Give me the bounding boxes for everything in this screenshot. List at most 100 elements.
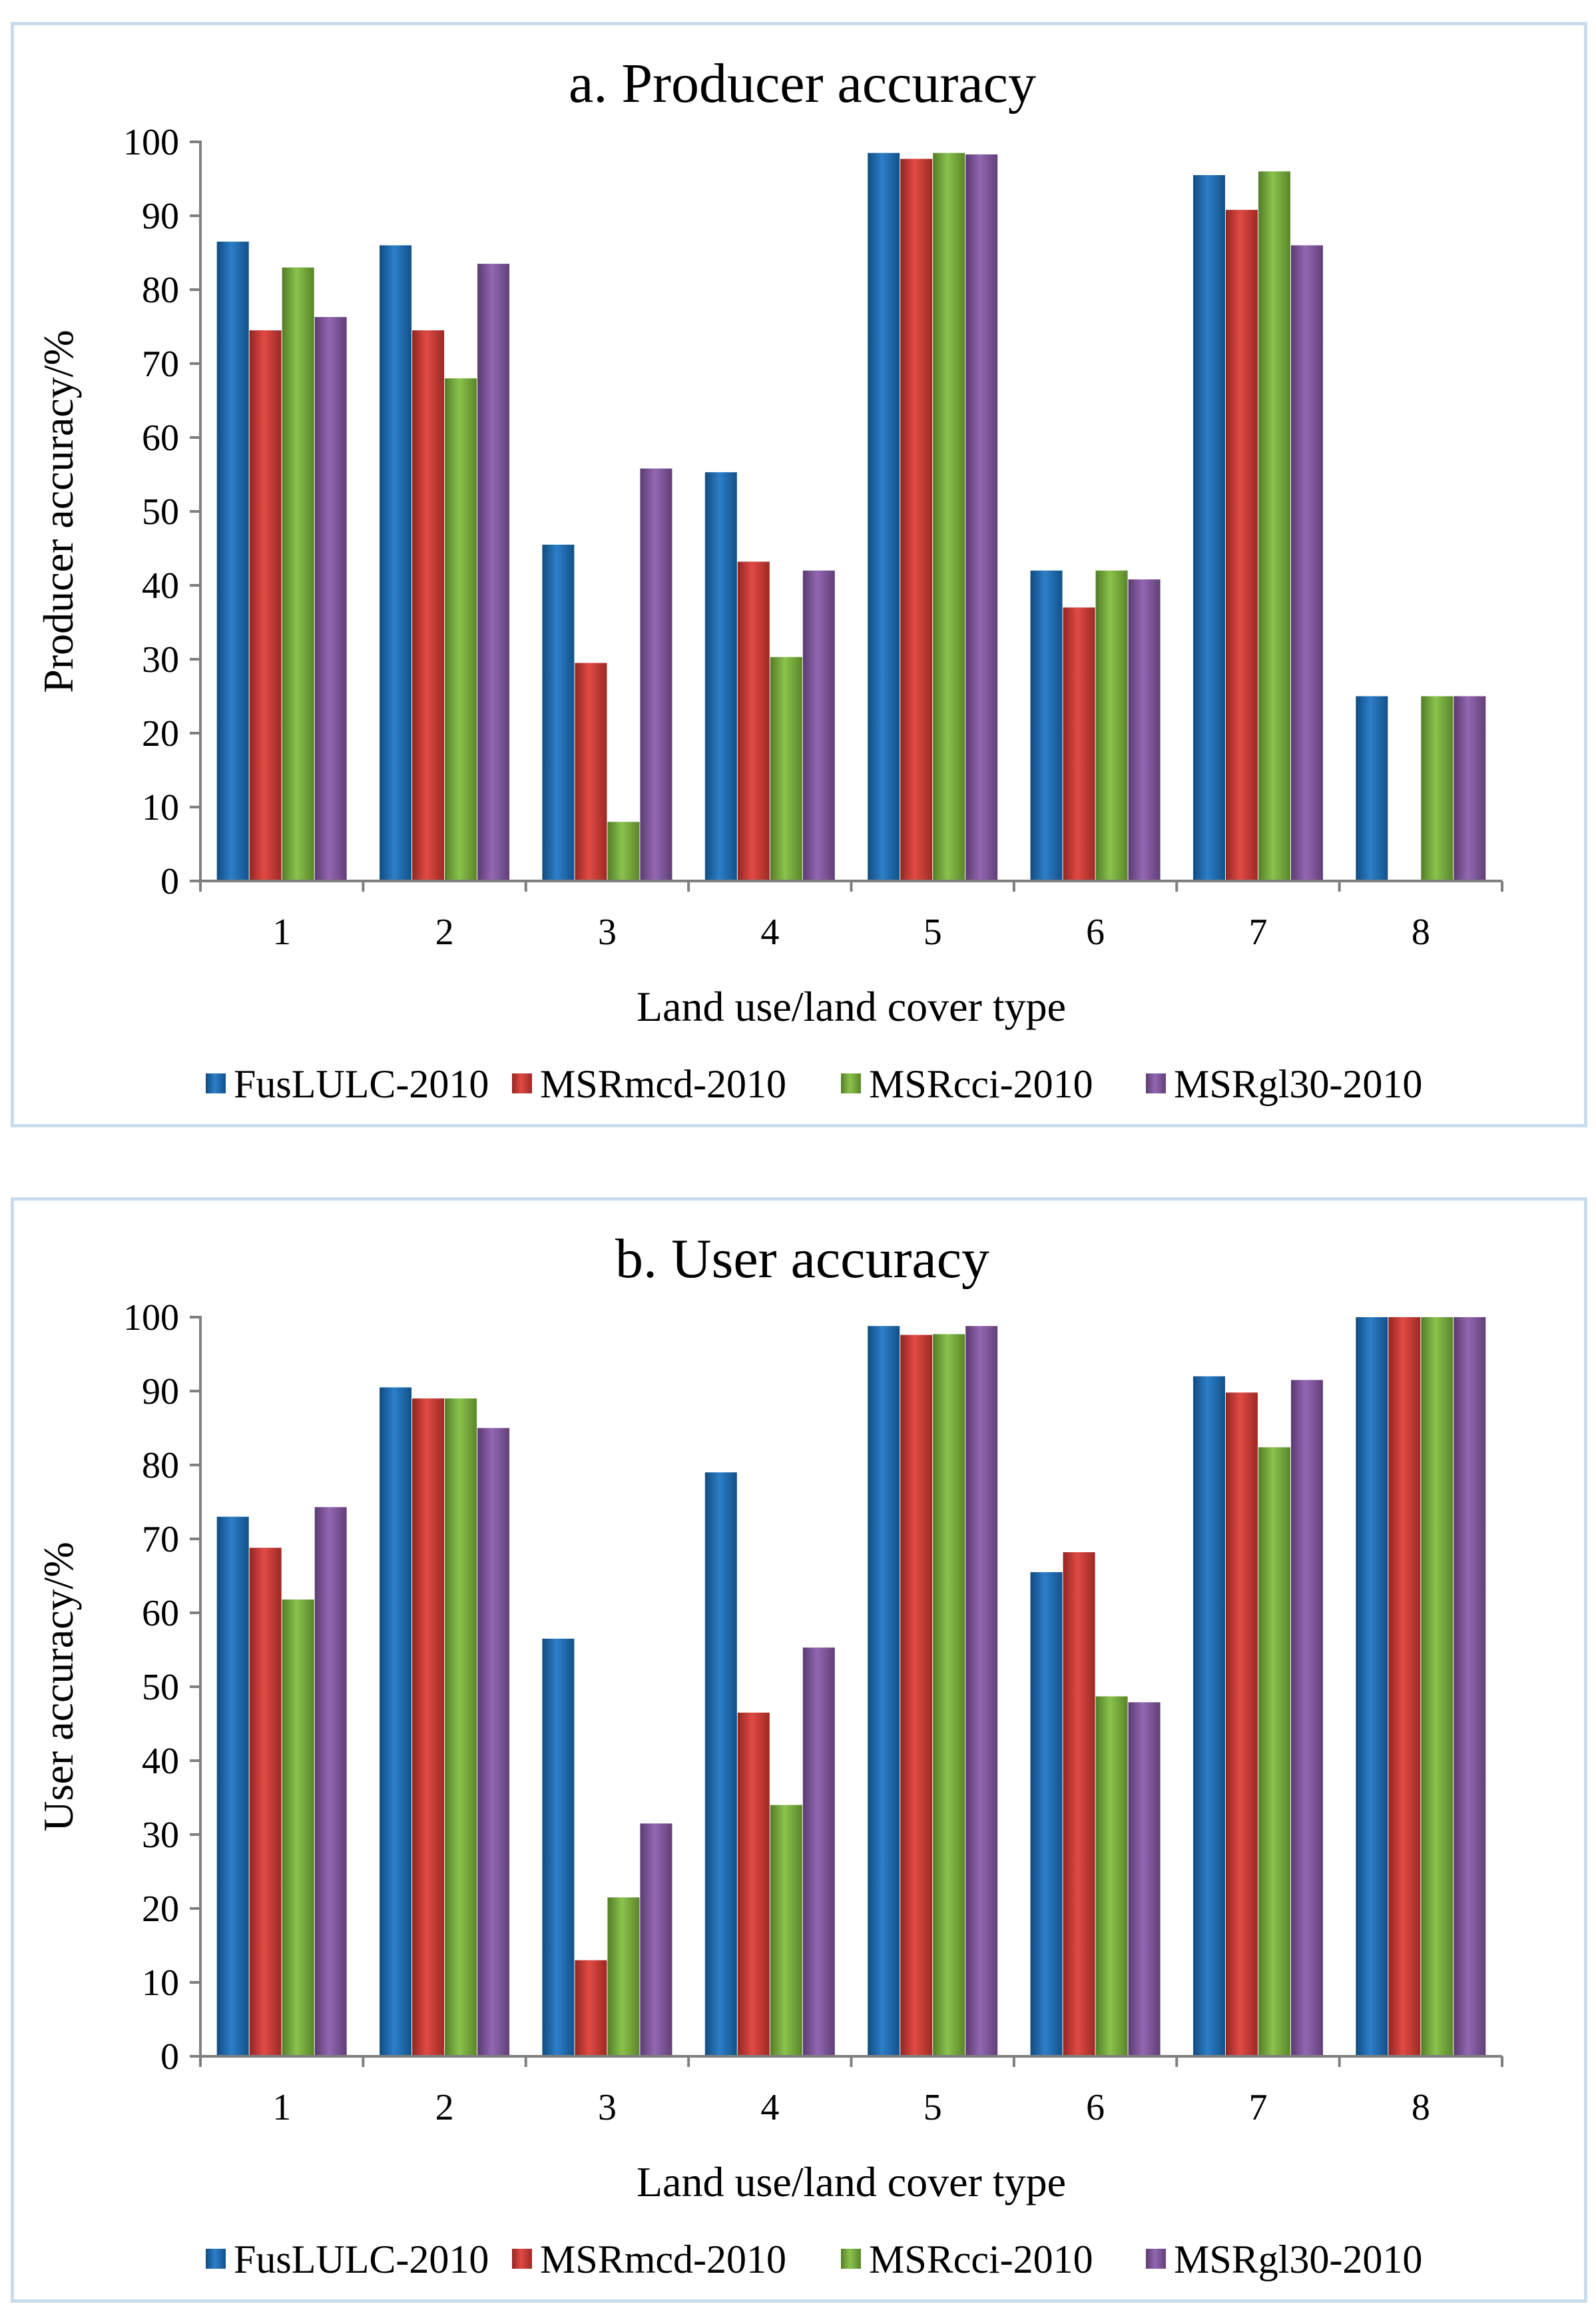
bar-FusLULC-2010-type-3 <box>542 544 575 881</box>
bar-MSRcci-2010-type-2 <box>445 378 477 881</box>
bar-MSRcci-2010-type-6 <box>1095 570 1128 881</box>
bar-MSRcci-2010-type-5 <box>933 152 965 881</box>
x-tick-label: 1 <box>272 912 291 953</box>
bar-MSRcci-2010-type-4 <box>770 1805 802 2056</box>
y-tick-label: 10 <box>142 1962 179 2004</box>
bar-MSRmcd-2010-type-3 <box>575 663 607 881</box>
bar-MSRgl30-2010-type-1 <box>314 1507 347 2056</box>
y-tick-label: 100 <box>123 122 179 163</box>
bar-MSRcci-2010-type-4 <box>770 657 802 881</box>
y-tick-label: 60 <box>142 418 179 459</box>
bar-MSRcci-2010-type-6 <box>1095 1696 1128 2056</box>
y-tick-label: 80 <box>142 270 179 311</box>
bar-MSRgl30-2010-type-5 <box>965 154 998 881</box>
chart-producer-accuracy: a. Producer accuracy Producer accuracy/% 0… <box>35 53 1503 1106</box>
bar-MSRmcd-2010-type-4 <box>737 561 770 881</box>
y-tick-label: 20 <box>142 713 179 754</box>
bar-FusLULC-2010-type-6 <box>1030 570 1063 881</box>
legend-label-MSRgl30-2010: MSRgl30-2010 <box>1174 2237 1422 2281</box>
bar-MSRgl30-2010-type-7 <box>1290 1380 1323 2056</box>
bar-MSRgl30-2010-type-6 <box>1128 579 1161 881</box>
y-tick-label: 50 <box>142 1667 179 1708</box>
bar-MSRmcd-2010-type-2 <box>412 1398 445 2056</box>
x-tick-label: 6 <box>1086 912 1105 953</box>
bar-MSRcci-2010-type-7 <box>1258 171 1290 881</box>
bar-MSRmcd-2010-type-7 <box>1225 1392 1258 2056</box>
bar-MSRmcd-2010-type-2 <box>412 330 445 881</box>
legend-swatch-FusLULC-2010 <box>206 1073 226 1093</box>
x-tick-label: 7 <box>1248 912 1267 953</box>
bar-MSRcci-2010-type-5 <box>933 1334 965 2056</box>
bar-MSRgl30-2010-type-8 <box>1454 1317 1486 2056</box>
chart-user-accuracy: b. User accuracy User accuracy/% 0 10 20 30 40… <box>35 1228 1503 2281</box>
legend-swatch-FusLULC-2010 <box>206 2249 226 2269</box>
x-tick-label: 4 <box>760 2087 779 2128</box>
y-tick-label: 40 <box>142 565 179 607</box>
bar-MSRmcd-2010-type-6 <box>1063 1552 1095 2056</box>
bar-FusLULC-2010-type-4 <box>704 1472 737 2056</box>
panel-producer-accuracy: a. Producer accuracy Producer accuracy/% 0… <box>11 22 1587 1127</box>
y-tick-label: 40 <box>142 1741 179 1782</box>
bar-MSRmcd-2010-type-7 <box>1225 210 1258 881</box>
y-tick-label: 70 <box>142 344 179 385</box>
bar-MSRgl30-2010-type-6 <box>1128 1702 1161 2056</box>
bar-MSRcci-2010-type-3 <box>607 1897 640 2056</box>
legend-label-MSRgl30-2010: MSRgl30-2010 <box>1174 1062 1422 1106</box>
bar-MSRgl30-2010-type-4 <box>802 570 835 881</box>
x-tick-label: 8 <box>1412 2087 1430 2128</box>
bar-FusLULC-2010-type-2 <box>380 1387 412 2056</box>
y-tick-label: 50 <box>142 491 179 533</box>
bar-MSRmcd-2010-type-1 <box>249 1548 282 2056</box>
bar-FusLULC-2010-type-1 <box>216 1516 249 2056</box>
x-tick-label: 5 <box>924 2087 942 2128</box>
x-tick-label: 3 <box>598 912 617 953</box>
bar-MSRcci-2010-type-7 <box>1258 1447 1290 2056</box>
bar-MSRcci-2010-type-2 <box>445 1398 477 2056</box>
bar-MSRcci-2010-type-1 <box>282 1599 314 2056</box>
bar-MSRmcd-2010-type-5 <box>900 1334 933 2056</box>
bar-MSRcci-2010-type-8 <box>1421 1317 1454 2056</box>
legend-swatch-MSRcci-2010 <box>841 2249 861 2269</box>
x-tick-label: 2 <box>435 2087 454 2128</box>
x-tick-label: 5 <box>924 912 942 953</box>
x-tick-label: 3 <box>598 2087 617 2128</box>
y-tick-label: 10 <box>142 787 179 828</box>
chart-title: b. User accuracy <box>615 1228 989 1290</box>
y-tick-label: 30 <box>142 1815 179 1856</box>
y-axis-label: Producer accuracy/% <box>35 330 82 693</box>
x-tick-label: 8 <box>1412 912 1430 953</box>
y-tick-label: 90 <box>142 1371 179 1412</box>
bar-MSRgl30-2010-type-8 <box>1454 696 1486 881</box>
legend-label-FusLULC-2010: FusLULC-2010 <box>234 2237 489 2281</box>
bar-MSRgl30-2010-type-7 <box>1290 245 1323 881</box>
legend-swatch-MSRmcd-2010 <box>512 2249 532 2269</box>
bar-FusLULC-2010-type-4 <box>704 472 737 881</box>
bar-FusLULC-2010-type-5 <box>868 1326 900 2056</box>
y-tick-label: 30 <box>142 639 179 681</box>
y-axis-label: User accuracy/% <box>35 1542 82 1831</box>
bar-FusLULC-2010-type-8 <box>1356 696 1388 881</box>
bar-MSRmcd-2010-type-8 <box>1388 1317 1421 2056</box>
y-tick-label: 0 <box>160 861 179 902</box>
bar-MSRmcd-2010-type-5 <box>900 158 933 881</box>
legend-swatch-MSRgl30-2010 <box>1146 1073 1166 1093</box>
bar-FusLULC-2010-type-6 <box>1030 1572 1063 2056</box>
bar-FusLULC-2010-type-7 <box>1193 174 1225 882</box>
y-tick-label: 70 <box>142 1519 179 1560</box>
bar-MSRmcd-2010-type-1 <box>249 330 282 881</box>
y-tick-label: 80 <box>142 1445 179 1486</box>
bar-MSRmcd-2010-type-3 <box>575 1960 607 2056</box>
y-tick-label: 20 <box>142 1888 179 1930</box>
x-tick-label: 4 <box>760 912 779 953</box>
bar-MSRgl30-2010-type-3 <box>640 1823 672 2056</box>
bar-MSRgl30-2010-type-1 <box>314 317 347 881</box>
x-tick-label: 7 <box>1248 2087 1267 2128</box>
legend-label-MSRmcd-2010: MSRmcd-2010 <box>540 2237 786 2281</box>
bar-FusLULC-2010-type-5 <box>868 152 900 881</box>
bar-FusLULC-2010-type-7 <box>1193 1376 1225 2056</box>
x-tick-label: 6 <box>1086 2087 1105 2128</box>
bar-MSRmcd-2010-type-6 <box>1063 607 1095 881</box>
y-tick-label: 100 <box>123 1297 179 1338</box>
bar-FusLULC-2010-type-2 <box>380 245 412 881</box>
bar-MSRgl30-2010-type-3 <box>640 468 672 881</box>
